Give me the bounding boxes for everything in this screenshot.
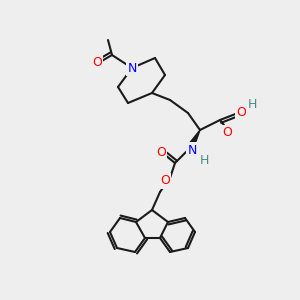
Text: O: O <box>222 127 232 140</box>
Text: O: O <box>236 106 246 119</box>
Text: N: N <box>187 143 197 157</box>
Text: O: O <box>156 146 166 160</box>
Text: N: N <box>127 61 137 74</box>
Text: H: H <box>199 154 209 166</box>
Text: O: O <box>92 56 102 68</box>
Polygon shape <box>187 130 200 150</box>
Text: O: O <box>160 175 170 188</box>
Text: H: H <box>247 98 257 112</box>
